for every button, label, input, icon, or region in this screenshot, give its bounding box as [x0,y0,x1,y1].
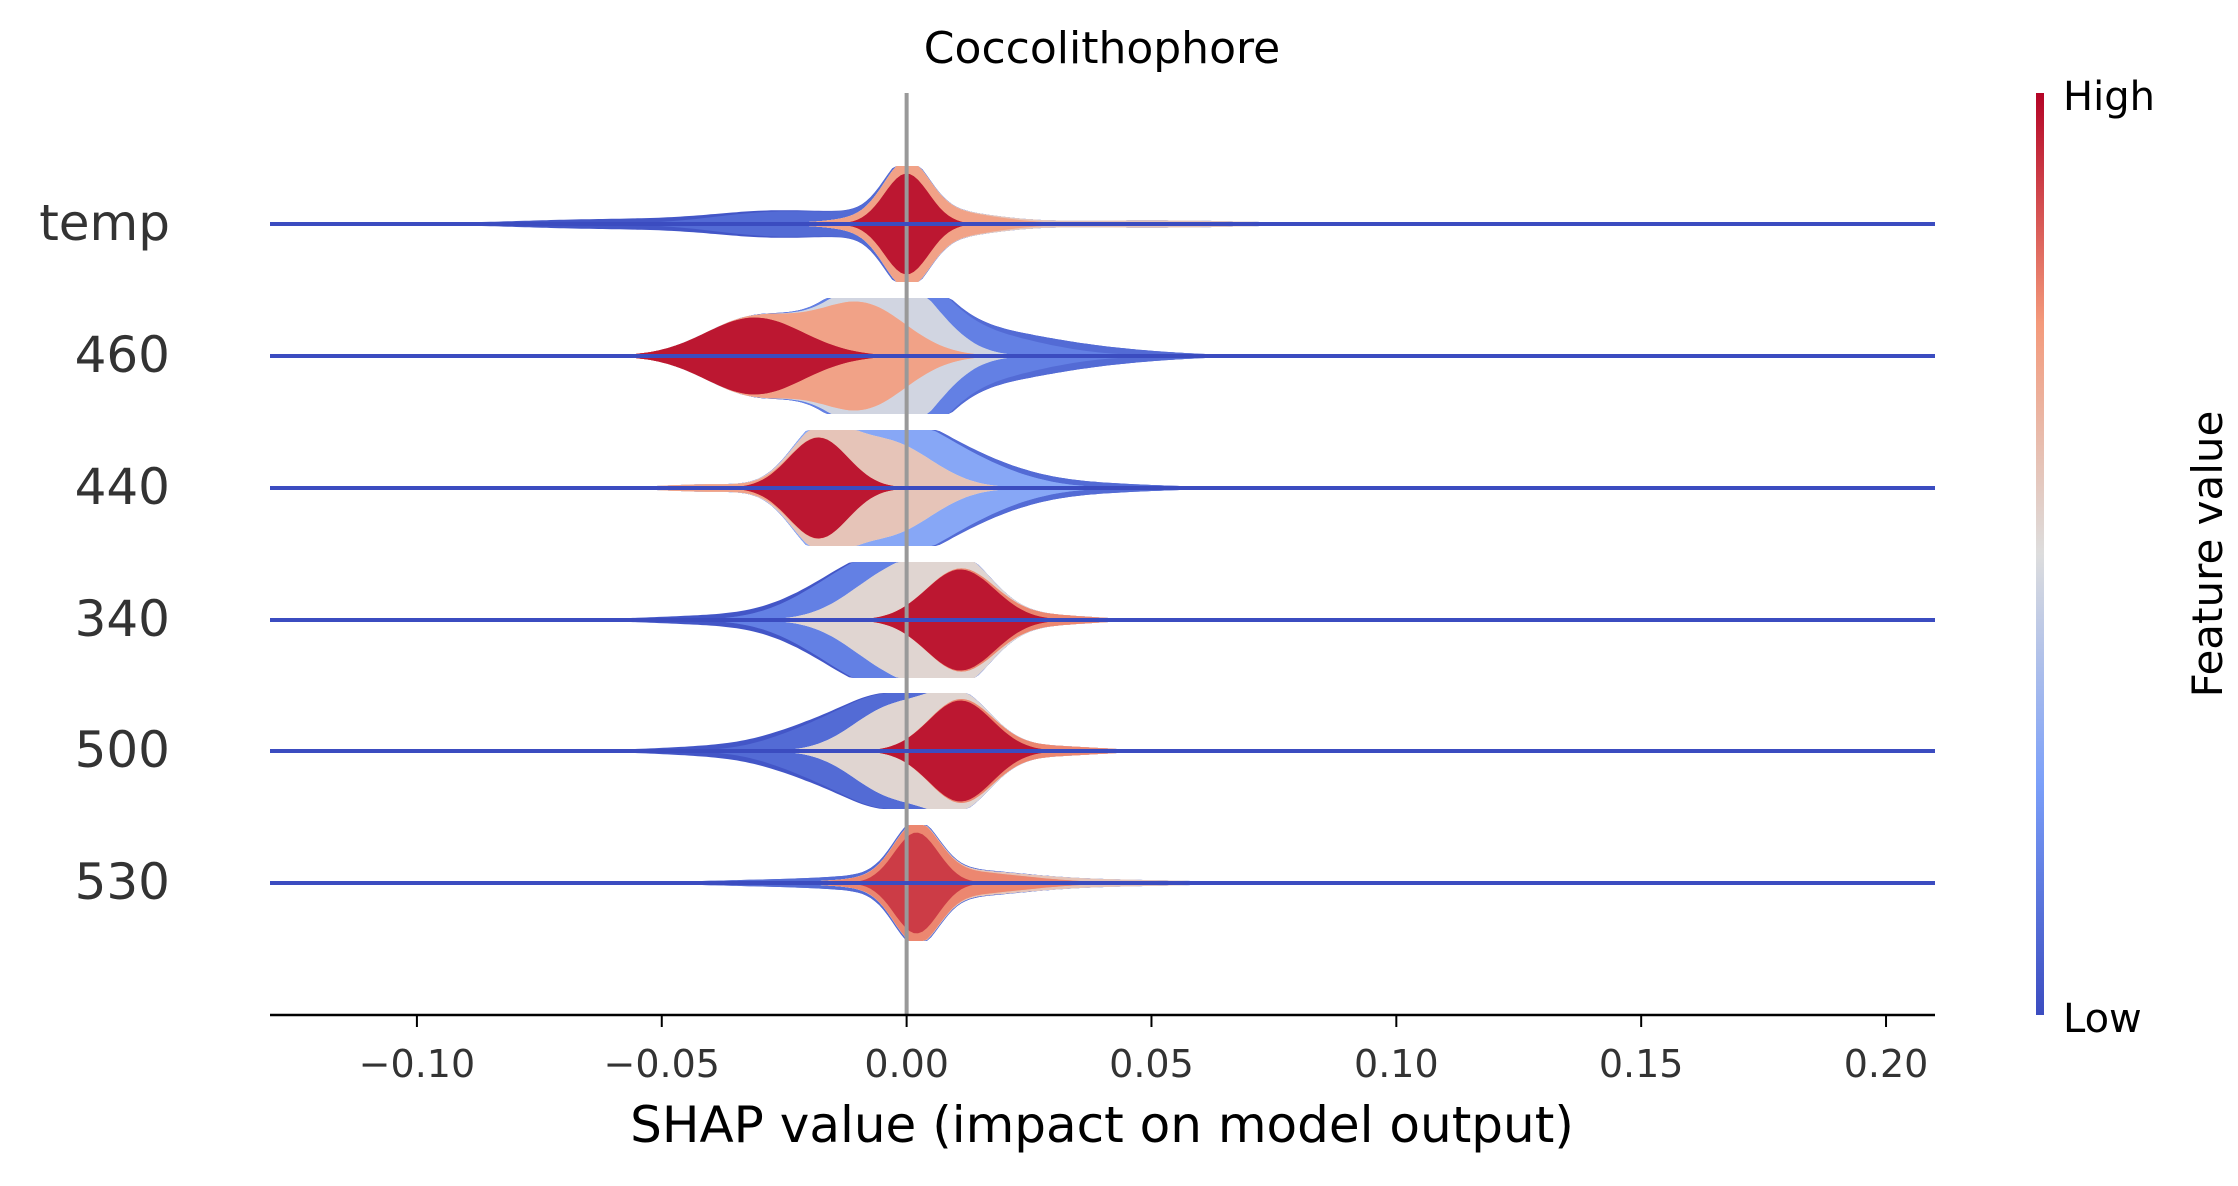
x-ticks-layer: −0.10 −0.05 0.00 0.05 0.10 0.15 0.20 [359,1015,1929,1086]
y-labels-layer: temp 460 440 340 500 530 [39,194,170,911]
x-tick-label: 0.15 [1599,1042,1684,1086]
y-tick-label: 500 [75,721,170,779]
violin-layer [416,317,1886,395]
x-tick-label: −0.10 [359,1042,475,1086]
y-tick-label: temp [39,194,170,252]
x-tick-label: 0.10 [1354,1042,1439,1086]
violin-layer [416,437,1886,539]
x-axis-label: SHAP value (impact on model output) [630,1096,1574,1154]
baselines-layer [270,222,1935,885]
colorbar-title: Feature value [2183,411,2232,698]
chart-title: Coccolithophore [924,23,1280,74]
colorbar-high-label: High [2063,74,2155,120]
violins-layer [416,166,1886,941]
y-tick-label: 440 [75,458,170,516]
y-tick-label: 340 [75,590,170,648]
x-tick-label: −0.05 [604,1042,720,1086]
x-tick-label: 0.00 [864,1042,949,1086]
colorbar-low-label: Low [2063,996,2142,1042]
y-tick-label: 460 [75,326,170,384]
colorbar [2036,93,2044,1015]
y-tick-label: 530 [75,853,170,911]
x-tick-label: 0.05 [1109,1042,1194,1086]
x-tick-label: 0.20 [1844,1042,1929,1086]
violin-layer [416,430,1886,546]
